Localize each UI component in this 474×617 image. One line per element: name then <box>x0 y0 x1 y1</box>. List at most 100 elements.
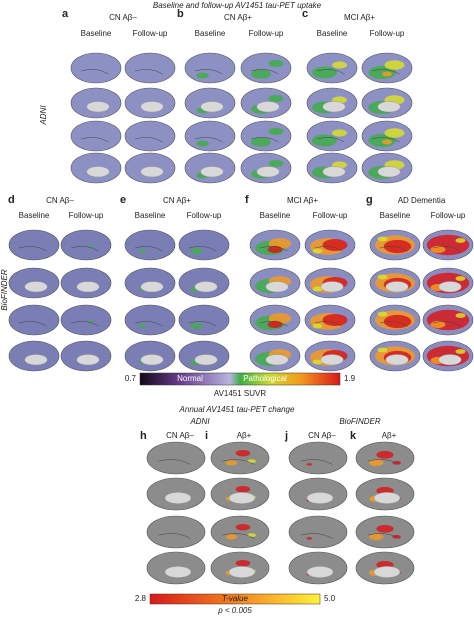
brain-overlay <box>190 323 203 329</box>
brain-overlay <box>267 320 283 329</box>
brain-medial <box>140 101 164 113</box>
brain <box>124 229 176 261</box>
brain <box>184 52 236 84</box>
brain-overlay <box>377 236 388 242</box>
brain-medial <box>265 354 289 366</box>
brain-medial <box>24 354 48 366</box>
brain-overlay <box>383 239 412 254</box>
brain-sulcus <box>259 246 288 252</box>
brain-sulcus <box>250 69 279 75</box>
brain-sulcus <box>379 246 408 252</box>
brain-overlay <box>268 94 284 103</box>
brain <box>124 52 176 84</box>
brain-medial <box>322 166 346 178</box>
brain-overlay <box>312 359 323 365</box>
column-label: Baseline <box>317 29 348 38</box>
brain-overlay <box>235 450 251 457</box>
brain-overlay <box>196 72 209 79</box>
brain-overlay <box>455 313 466 318</box>
brain <box>124 120 176 152</box>
brain-overlay <box>384 60 405 70</box>
brain-overlay <box>235 560 251 567</box>
brain-medial <box>306 566 334 578</box>
tvalue-colorbar <box>149 593 321 605</box>
group-label: Aβ+ <box>237 431 252 440</box>
column-label: Baseline <box>195 29 226 38</box>
brain-medial <box>200 166 224 178</box>
brain-overlay <box>247 459 256 464</box>
brain <box>8 229 60 261</box>
brain-medial <box>306 492 334 504</box>
brain-medial <box>194 354 218 366</box>
brain-sulcus <box>432 246 461 252</box>
brain-sulcus <box>80 137 109 143</box>
cohort-label: BioFINDER <box>0 269 9 311</box>
brain-medial <box>373 566 401 578</box>
brain <box>70 52 122 84</box>
brain-medial <box>194 281 218 293</box>
brain-overlay <box>306 537 313 540</box>
brain <box>124 304 176 336</box>
brain <box>70 120 122 152</box>
column-label: Follow-up <box>370 29 405 38</box>
brain-overlay <box>322 314 348 326</box>
panel-letter: j <box>284 430 288 442</box>
brain-sulcus <box>158 533 191 539</box>
brain-medial <box>256 166 280 178</box>
brain-overlay <box>332 61 347 69</box>
brain-medial <box>24 281 48 293</box>
column-label: Baseline <box>260 211 291 220</box>
brain-medial <box>322 101 346 113</box>
brain-sulcus <box>194 69 223 75</box>
brain-overlay <box>247 533 256 538</box>
brain-medial <box>320 281 344 293</box>
group-label: MCI Aβ+ <box>287 196 318 205</box>
brain-medial <box>438 281 462 293</box>
brain-medial <box>320 354 344 366</box>
brain-overlay <box>225 460 238 466</box>
brain-overlay <box>382 139 392 145</box>
colorbar-pathological: Pathological <box>243 374 287 383</box>
brain-medial <box>140 166 164 178</box>
brain-sulcus <box>134 69 163 75</box>
group-label: Aβ+ <box>382 431 397 440</box>
brain-overlay <box>383 314 412 329</box>
brain-medial <box>200 101 224 113</box>
brain-sulcus <box>188 246 217 252</box>
brain-medial <box>373 492 401 504</box>
column-label: Follow-up <box>133 29 168 38</box>
group-label: CN Aβ+ <box>163 196 191 205</box>
brain-sulcus <box>371 137 400 143</box>
group-label: CN Aβ– <box>46 196 74 205</box>
brain-overlay <box>196 140 209 147</box>
brain-sulcus <box>134 137 163 143</box>
group-label: MCI Aβ+ <box>344 13 375 22</box>
brain-medial <box>438 354 462 366</box>
brain-overlay <box>251 137 271 147</box>
brain-sulcus <box>194 137 223 143</box>
brain-overlay <box>455 349 466 354</box>
brain-overlay <box>251 69 271 79</box>
panel-letter: k <box>350 430 357 442</box>
brain <box>210 515 270 549</box>
brain-sulcus <box>259 321 288 327</box>
brain <box>146 441 206 475</box>
brain <box>178 229 230 261</box>
group-label: AD Dementia <box>398 196 446 205</box>
brain-overlay <box>267 245 283 254</box>
brain-sulcus <box>367 533 400 539</box>
brain-medial <box>76 281 100 293</box>
brain <box>210 441 270 475</box>
colorbar-normal: Normal <box>177 374 203 383</box>
brain-overlay <box>312 248 323 254</box>
brain-overlay <box>312 323 323 329</box>
brain-overlay <box>455 238 466 243</box>
cohort-label: ADNI <box>189 417 210 426</box>
group-label: CN Aβ+ <box>224 13 252 22</box>
column-label: Baseline <box>81 29 112 38</box>
brain <box>60 229 112 261</box>
brain-sulcus <box>134 321 163 327</box>
brain-overlay <box>455 276 466 281</box>
brain-overlay <box>268 127 284 136</box>
brain-overlay <box>235 524 251 531</box>
